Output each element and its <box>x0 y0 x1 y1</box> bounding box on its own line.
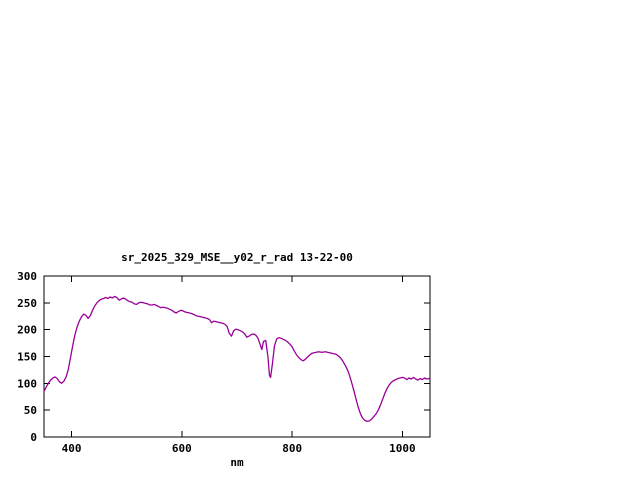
x-tick-label: 400 <box>62 442 82 455</box>
x-tick-label: 1000 <box>389 442 416 455</box>
y-tick-label: 100 <box>17 377 37 390</box>
spectrum-line <box>43 295 431 423</box>
plot-border <box>43 275 431 438</box>
chart-title: sr_2025_329_MSE__y02_r_rad 13-22-00 <box>121 251 353 264</box>
x-tick-label: 800 <box>282 442 302 455</box>
y-tick-label: 250 <box>17 297 37 310</box>
x-tick-label: 600 <box>172 442 192 455</box>
y-tick-label: 50 <box>24 404 37 417</box>
plot-frame: 400 600 800 1000 0 50 100 150 200 250 300 <box>17 270 431 455</box>
spectrum-polyline <box>43 295 431 423</box>
x-axis-label: nm <box>230 456 244 469</box>
y-tick-label: 0 <box>30 431 37 444</box>
y-tick-label: 300 <box>17 270 37 283</box>
y-tick-label: 200 <box>17 324 37 337</box>
y-tick-label: 150 <box>17 351 37 364</box>
